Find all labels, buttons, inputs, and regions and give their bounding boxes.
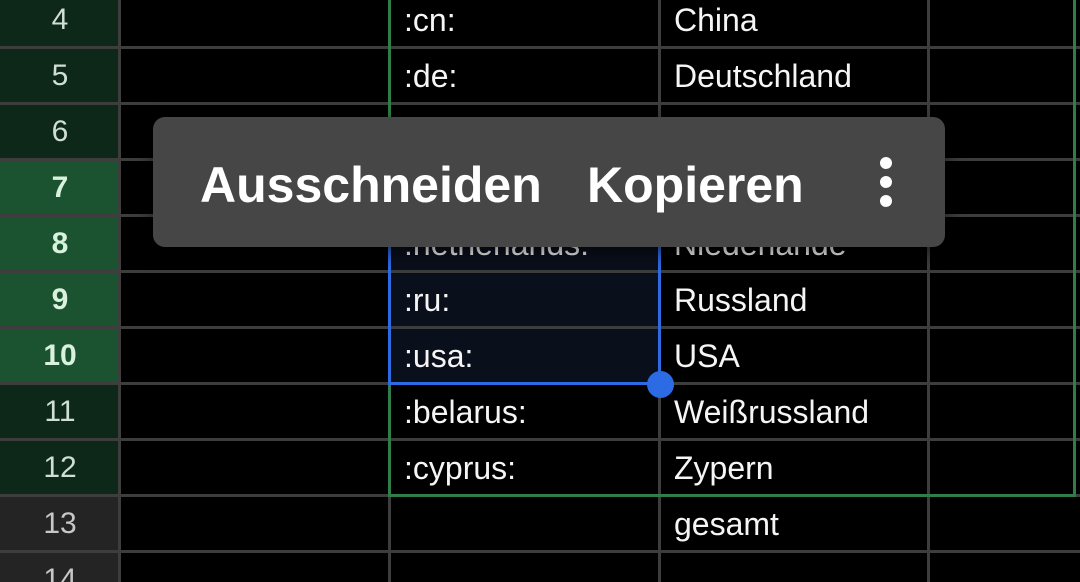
cell-B10[interactable]: :usa: [404, 338, 474, 374]
row-header-4[interactable]: 4 [0, 0, 120, 48]
selection-drag-handle[interactable] [647, 371, 674, 398]
row-header-5[interactable]: 5 [0, 48, 120, 104]
cell-C13[interactable]: gesamt [674, 506, 779, 542]
more-options-button[interactable] [856, 117, 916, 247]
row-header-14[interactable]: 14 [0, 552, 120, 582]
green-range-border-right [1073, 0, 1076, 497]
row-header-13[interactable]: 13 [0, 496, 120, 552]
cut-menu-item[interactable]: Ausschneiden [200, 117, 542, 247]
gridline-row-9-10 [0, 326, 1080, 329]
cell-B4[interactable]: :cn: [404, 2, 456, 38]
row-header-12[interactable]: 12 [0, 440, 120, 496]
cell-B9[interactable]: :ru: [404, 282, 451, 318]
cell-B11[interactable]: :belarus: [404, 394, 527, 430]
cell-C12[interactable]: Zypern [674, 450, 774, 486]
row-header-7[interactable]: 7 [0, 160, 120, 216]
row-header-6[interactable]: 6 [0, 104, 120, 160]
row-header-10[interactable]: 10 [0, 328, 120, 384]
copy-menu-item[interactable]: Kopieren [587, 117, 804, 247]
row-header-11[interactable]: 11 [0, 384, 120, 440]
gridline-vertical-c-d [927, 0, 930, 582]
row-header-8[interactable]: 8 [0, 216, 120, 272]
cell-C4[interactable]: China [674, 2, 758, 38]
gridline-vertical-header [118, 0, 121, 582]
kebab-dot-icon [880, 176, 892, 188]
gridline-row-11-12 [0, 438, 1080, 441]
cell-C11[interactable]: Weißrussland [674, 394, 870, 430]
context-menu: Ausschneiden Kopieren [153, 117, 945, 247]
cell-C9[interactable]: Russland [674, 282, 808, 318]
gridline-row-4-5 [0, 46, 1080, 49]
gridline-row-13-14 [0, 550, 1080, 553]
green-range-border-bottom [388, 494, 1076, 497]
gridline-row-5-6 [0, 102, 1080, 105]
row-header-9[interactable]: 9 [0, 272, 120, 328]
cell-B12[interactable]: :cyprus: [404, 450, 517, 486]
gridline-row-8-9 [0, 270, 1080, 273]
kebab-dot-icon [880, 157, 892, 169]
cell-C10[interactable]: USA [674, 338, 740, 374]
cell-B5[interactable]: :de: [404, 58, 458, 94]
kebab-dot-icon [880, 195, 892, 207]
cell-C5[interactable]: Deutschland [674, 58, 852, 94]
